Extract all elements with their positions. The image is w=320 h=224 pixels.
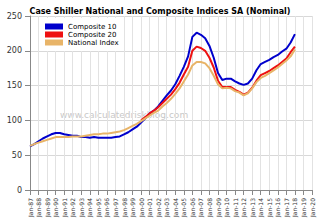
svg-text:Jan-19: Jan-19: [300, 198, 308, 218]
svg-text:Jan-13: Jan-13: [249, 198, 257, 218]
svg-text:150: 150: [7, 81, 22, 90]
svg-text:Jan-18: Jan-18: [291, 198, 299, 218]
svg-text:Jan-08: Jan-08: [206, 198, 214, 218]
svg-text:Jan-15: Jan-15: [266, 198, 274, 218]
svg-text:Jan-16: Jan-16: [274, 198, 282, 218]
svg-text:Jan-88: Jan-88: [35, 198, 43, 218]
svg-text:Jan-10: Jan-10: [223, 198, 231, 218]
svg-text:Jan-04: Jan-04: [172, 198, 180, 218]
svg-text:Jan-11: Jan-11: [232, 198, 240, 218]
svg-text:Jan-20: Jan-20: [309, 198, 317, 218]
svg-text:Jan-12: Jan-12: [240, 198, 248, 218]
svg-text:Jan-95: Jan-95: [95, 198, 103, 218]
svg-text:Jan-00: Jan-00: [138, 198, 146, 218]
svg-text:Jan-17: Jan-17: [283, 198, 291, 218]
svg-text:250: 250: [7, 12, 22, 21]
svg-text:Jan-09: Jan-09: [215, 198, 223, 218]
svg-text:Jan-98: Jan-98: [121, 198, 129, 218]
svg-text:Jan-89: Jan-89: [44, 198, 52, 218]
svg-text:Case Shiller National and Comp: Case Shiller National and Composite Indi…: [30, 7, 291, 16]
svg-text:National Index: National Index: [68, 39, 119, 47]
svg-text:Jan-93: Jan-93: [78, 198, 86, 218]
svg-text:Jan-01: Jan-01: [146, 198, 154, 218]
svg-text:Jan-97: Jan-97: [112, 198, 120, 218]
svg-text:Jan-06: Jan-06: [189, 198, 197, 218]
svg-text:Jan-03: Jan-03: [163, 198, 171, 218]
svg-text:Jan-90: Jan-90: [52, 198, 60, 218]
svg-text:Jan-96: Jan-96: [103, 198, 111, 218]
svg-text:Jan-05: Jan-05: [180, 198, 188, 218]
svg-text:50: 50: [12, 151, 22, 160]
svg-text:Jan-94: Jan-94: [86, 198, 94, 218]
svg-text:100: 100: [7, 116, 22, 125]
svg-text:Jan-02: Jan-02: [155, 198, 163, 218]
svg-text:Jan-07: Jan-07: [197, 198, 205, 218]
svg-text:Jan-87: Jan-87: [27, 198, 35, 218]
svg-text:Jan-14: Jan-14: [257, 198, 265, 218]
svg-text:0: 0: [17, 186, 22, 195]
svg-text:Jan-92: Jan-92: [69, 198, 77, 218]
svg-text:200: 200: [7, 46, 22, 55]
svg-text:Jan-91: Jan-91: [61, 198, 69, 218]
svg-text:www.calculatedriskblog.com: www.calculatedriskblog.com: [60, 109, 189, 120]
svg-text:Jan-99: Jan-99: [129, 198, 137, 218]
svg-text:Composite 10: Composite 10: [68, 23, 117, 31]
svg-text:Composite 20: Composite 20: [68, 31, 117, 39]
